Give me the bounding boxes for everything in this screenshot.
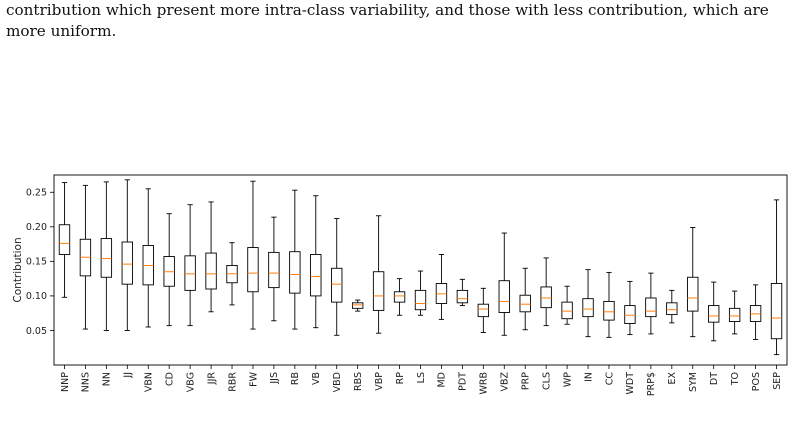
box-rbs — [351, 302, 364, 309]
x-tick-label: RBS — [353, 372, 364, 391]
y-tick-label: 0.05 — [26, 326, 47, 337]
x-tick-label: WP — [562, 372, 573, 387]
x-tick-label: CC — [604, 372, 615, 386]
box-prp — [519, 294, 531, 313]
x-tick-label: SYM — [688, 372, 699, 392]
x-tick-label: NNP — [60, 372, 71, 392]
x-tick-label: PRP — [521, 372, 532, 390]
x-tick-label: JJ — [123, 372, 134, 379]
x-tick-label: JJS — [269, 372, 280, 385]
x-tick-label: NNS — [81, 372, 92, 392]
box-in — [582, 298, 594, 318]
x-tick-label: TO — [730, 372, 741, 386]
x-tick-label: VBN — [144, 372, 155, 392]
x-tick-label: VB — [311, 372, 322, 385]
x-tick-label: MD — [437, 372, 448, 388]
x-tick-label: JJR — [206, 372, 217, 386]
x-tick-label: LS — [416, 372, 427, 383]
box-fw — [247, 247, 259, 293]
box-cls — [540, 286, 552, 309]
x-tick-label: WDT — [625, 372, 636, 395]
x-tick-label: RB — [290, 372, 301, 385]
box-pdt — [456, 289, 469, 304]
x-tick-label: VBD — [332, 372, 343, 392]
box-ls — [414, 289, 427, 311]
box-wdt — [624, 305, 636, 324]
x-tick-label: CLS — [541, 372, 552, 390]
x-tick-label: VBZ — [500, 372, 511, 392]
box-jjs — [268, 251, 280, 289]
box-sep — [770, 283, 783, 340]
y-axis-title: Contribution — [12, 237, 24, 302]
x-tick-label: VBP — [374, 372, 385, 391]
box-cc — [603, 300, 615, 321]
x-tick-label: SEP — [772, 372, 783, 390]
x-tick-label: NN — [102, 372, 113, 386]
plot-area: 0.05 0.10 0.15 0.20 0.25 Contribution NNP NNS NN… — [12, 174, 788, 396]
box-vbp — [372, 271, 385, 311]
box-to — [728, 307, 741, 322]
box-vbg — [184, 255, 196, 291]
x-tick-label: EX — [667, 372, 678, 385]
x-tick-label: WRB — [479, 372, 490, 395]
caption-line-1: contribution which present more intra-cl… — [6, 1, 769, 19]
caption-text: contribution which present more intra-cl… — [6, 0, 802, 42]
box-rp — [393, 291, 406, 303]
box-wrb — [477, 303, 490, 318]
box-rb — [289, 251, 301, 294]
box-vbz — [498, 280, 510, 313]
box-vb — [310, 254, 322, 297]
box-vbd — [331, 267, 343, 303]
y-tick-label: 0.25 — [26, 188, 47, 199]
x-tick-label: RP — [395, 372, 406, 385]
box-ex — [666, 302, 678, 316]
x-tick-label: POS — [751, 372, 762, 391]
x-tick-label: CD — [164, 372, 175, 386]
box-prps — [645, 297, 657, 318]
caption-line-2: more uniform. — [6, 22, 117, 40]
box-nn — [100, 238, 113, 278]
box-jj — [121, 241, 133, 285]
x-tick-label: DT — [709, 372, 720, 385]
box-nnp — [58, 224, 71, 255]
box-wp — [561, 301, 573, 320]
box-dt — [708, 305, 720, 323]
y-tick-label: 0.20 — [26, 222, 47, 233]
x-tick-label: PDT — [458, 372, 469, 391]
x-tick-label: FW — [248, 371, 259, 386]
box-jjr — [205, 252, 217, 290]
x-tick-label: VBG — [185, 372, 196, 392]
x-tick-label: IN — [583, 372, 594, 382]
y-tick-label: 0.10 — [26, 291, 47, 302]
x-tick-label: RBR — [227, 372, 238, 392]
x-tick-label: PRP$ — [646, 372, 657, 396]
y-tick-label: 0.15 — [26, 257, 47, 268]
box-sym — [687, 276, 699, 312]
